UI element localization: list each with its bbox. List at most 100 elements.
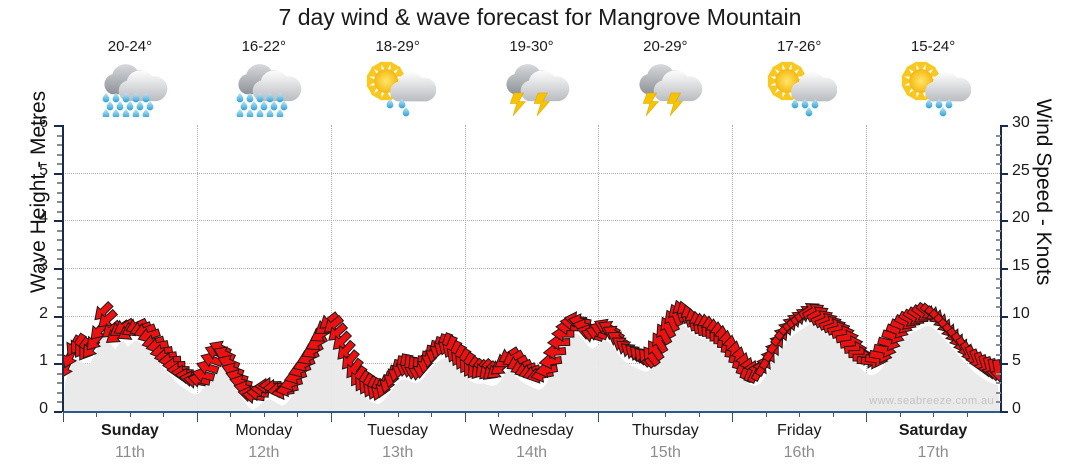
x-tick-6hr	[129, 411, 131, 417]
y-minor-tick-right	[996, 163, 1001, 166]
y-tick-label-right: 5	[1012, 352, 1021, 370]
y-tick-label-right: 20	[1012, 209, 1030, 227]
y-minor-tick-right	[996, 401, 1001, 404]
y-tick-right	[1000, 220, 1008, 223]
day-label-tuesday: Tuesday 13th	[331, 420, 465, 475]
y-tick-label-left: 2	[39, 304, 48, 322]
y-minor-tick-right	[996, 229, 1001, 232]
x-tick-6hr	[431, 411, 433, 417]
x-tick-6hr	[631, 411, 633, 417]
plot-area: www.seabreeze.com.au	[63, 125, 1000, 411]
day-name: Monday	[235, 422, 293, 439]
y-minor-tick-left	[57, 344, 62, 347]
day-divider-gridline	[330, 125, 332, 411]
day-divider-gridline	[598, 125, 600, 411]
x-tick-6hr	[96, 411, 98, 417]
x-tick-6hr	[564, 411, 566, 417]
day-name: Wednesday	[489, 422, 574, 439]
x-tick-6hr	[899, 411, 901, 417]
y-minor-tick-right	[996, 239, 1001, 242]
y-minor-tick-left	[57, 182, 62, 185]
y-minor-tick-left	[57, 210, 62, 213]
y-minor-tick-right	[996, 353, 1001, 356]
day-name: Tuesday	[367, 422, 429, 439]
y-minor-tick-left	[57, 391, 62, 394]
day-label-monday: Monday 12th	[197, 420, 331, 475]
y-tick-label-left: 1	[39, 352, 48, 370]
temperature-range: 18-29°	[375, 38, 420, 55]
y-minor-tick-left	[57, 325, 62, 328]
day-name: Saturday	[898, 422, 968, 439]
horizontal-gridline	[63, 315, 1000, 317]
day-divider-gridline	[732, 125, 734, 411]
x-tick-6hr	[665, 411, 667, 417]
day-column-sunday: 20-24°	[63, 38, 197, 123]
y-tick-left	[54, 172, 62, 175]
temperature-range: 20-29°	[643, 38, 688, 55]
y-tick-label-right: 25	[1012, 161, 1030, 179]
y-tick-left	[54, 363, 62, 366]
y-minor-tick-left	[57, 153, 62, 156]
y-tick-label-left: 5	[39, 161, 48, 179]
x-tick-6hr	[397, 411, 399, 417]
temperature-range: 16-22°	[241, 38, 286, 55]
y-minor-tick-left	[57, 334, 62, 337]
day-label-thursday: Thursday 15th	[598, 420, 732, 475]
y-tick-label-left: 6	[39, 114, 48, 131]
day-label-wednesday: Wednesday 14th	[465, 420, 599, 475]
horizontal-gridline	[63, 172, 1000, 174]
y-minor-tick-left	[57, 372, 62, 375]
y-tick-right	[1000, 411, 1008, 413]
y-minor-tick-right	[996, 201, 1001, 204]
x-tick-6hr	[966, 411, 968, 417]
day-date: 17th	[917, 444, 949, 461]
wind-arrow	[98, 308, 119, 328]
y-minor-tick-left	[57, 353, 62, 356]
y-minor-tick-right	[996, 344, 1001, 347]
day-date: 13th	[382, 444, 414, 461]
thunderstorm-icon	[494, 57, 570, 117]
sun-cloud-rain-icon	[895, 57, 972, 117]
y-tick-right	[1000, 268, 1008, 270]
y-minor-tick-right	[996, 382, 1001, 385]
x-tick-6hr	[799, 411, 801, 417]
x-tick-6hr	[230, 411, 232, 417]
y-tick-label-right: 30	[1012, 114, 1030, 131]
wind-arrow-series	[63, 299, 1000, 411]
day-footer-strip: Sunday 11th Monday 12th Tuesday 13th Wednesday…	[63, 420, 1000, 475]
day-date: 16th	[783, 444, 815, 461]
y-minor-tick-right	[996, 153, 1001, 156]
y-minor-tick-right	[996, 325, 1001, 328]
x-tick-day	[732, 411, 734, 422]
y-minor-tick-left	[57, 382, 62, 385]
day-date: 15th	[649, 444, 681, 461]
horizontal-gridline	[63, 220, 1000, 222]
sun-cloud-rain-icon	[761, 57, 838, 117]
y-minor-tick-left	[57, 296, 62, 299]
y-minor-tick-right	[996, 287, 1001, 290]
page-title: 7 day wind & wave forecast for Mangrove …	[278, 4, 802, 30]
y-tick-label-right: 15	[1012, 257, 1030, 274]
x-tick-day	[196, 411, 198, 422]
y-minor-tick-left	[57, 163, 62, 166]
y-minor-tick-right	[996, 191, 1001, 194]
thunderstorm-icon	[627, 57, 703, 117]
y-tick-right	[1000, 315, 1008, 318]
x-tick-6hr	[263, 411, 265, 417]
y-tick-label-left: 3	[39, 257, 48, 274]
y-tick-left	[54, 220, 62, 223]
day-column-tuesday: 18-29°	[331, 38, 465, 123]
x-tick-day	[63, 411, 64, 422]
x-tick-6hr	[498, 411, 500, 417]
sun-cloud-shower-icon	[360, 57, 437, 117]
y-minor-tick-left	[57, 248, 62, 251]
y-minor-tick-right	[996, 258, 1001, 261]
day-divider-gridline	[196, 125, 198, 411]
x-tick-6hr	[531, 411, 533, 417]
day-column-friday: 17-26°	[732, 38, 866, 123]
x-tick-day	[866, 411, 868, 422]
x-tick-6hr	[364, 411, 366, 417]
wind-arrow	[989, 358, 1000, 383]
x-tick-6hr	[698, 411, 700, 417]
y-tick-left	[54, 315, 62, 318]
